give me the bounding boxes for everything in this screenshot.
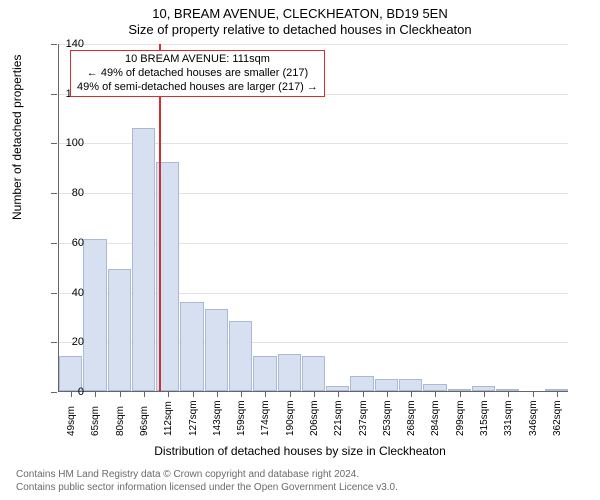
- x-tick: [411, 391, 412, 397]
- x-tick-label: 221sqm: [333, 400, 344, 436]
- y-axis-title: Number of detached properties: [10, 55, 24, 220]
- x-tick: [338, 391, 339, 397]
- x-tick: [168, 391, 169, 397]
- x-tick-label: 159sqm: [236, 400, 247, 436]
- y-tick-label: 140: [50, 38, 84, 50]
- histogram-bar: [132, 128, 155, 391]
- x-axis-title: Distribution of detached houses by size …: [0, 444, 600, 458]
- y-tick-label: 80: [50, 187, 84, 199]
- histogram-bar: [350, 376, 373, 391]
- x-tick-label: 299sqm: [455, 400, 466, 436]
- x-tick: [508, 391, 509, 397]
- histogram-bar: [302, 356, 325, 391]
- x-tick: [265, 391, 266, 397]
- histogram-bar: [229, 321, 252, 391]
- histogram-bar: [180, 302, 203, 391]
- y-tick-label: 100: [50, 137, 84, 149]
- x-tick: [363, 391, 364, 397]
- x-tick: [533, 391, 534, 397]
- x-tick-label: 206sqm: [309, 400, 320, 436]
- y-tick-label: 20: [50, 336, 84, 348]
- x-tick-label: 174sqm: [260, 400, 271, 436]
- x-tick-label: 237sqm: [358, 400, 369, 436]
- y-tick-label: 40: [50, 287, 84, 299]
- histogram-bar: [399, 379, 422, 391]
- x-tick: [193, 391, 194, 397]
- y-tick-label: 60: [50, 237, 84, 249]
- x-tick-label: 65sqm: [90, 406, 101, 436]
- x-tick-label: 80sqm: [115, 406, 126, 436]
- x-tick: [484, 391, 485, 397]
- y-tick-label: 0: [50, 386, 84, 398]
- callout-box: 10 BREAM AVENUE: 111sqm← 49% of detached…: [70, 50, 325, 97]
- footer-line1: Contains HM Land Registry data © Crown c…: [16, 468, 398, 481]
- x-tick: [95, 391, 96, 397]
- x-tick: [120, 391, 121, 397]
- x-tick: [557, 391, 558, 397]
- histogram-bar: [253, 356, 276, 391]
- x-tick-label: 143sqm: [212, 400, 223, 436]
- callout-line2: ← 49% of detached houses are smaller (21…: [77, 67, 318, 81]
- histogram-bar: [108, 269, 131, 391]
- callout-line3: 49% of semi-detached houses are larger (…: [77, 81, 318, 95]
- x-tick: [217, 391, 218, 397]
- x-tick-label: 112sqm: [163, 401, 174, 436]
- x-tick: [387, 391, 388, 397]
- footer-line2: Contains public sector information licen…: [16, 481, 398, 494]
- histogram-bar: [423, 384, 446, 391]
- x-tick-label: 190sqm: [285, 400, 296, 436]
- x-tick-label: 315sqm: [479, 400, 490, 436]
- gridline: [59, 44, 568, 45]
- x-tick: [290, 391, 291, 397]
- x-tick: [144, 391, 145, 397]
- x-tick-label: 96sqm: [139, 406, 150, 436]
- x-tick: [435, 391, 436, 397]
- callout-line1: 10 BREAM AVENUE: 111sqm: [77, 53, 318, 67]
- histogram-bar: [205, 309, 228, 391]
- x-tick-label: 284sqm: [430, 400, 441, 436]
- x-tick: [314, 391, 315, 397]
- chart-title-line1: 10, BREAM AVENUE, CLECKHEATON, BD19 5EN: [0, 6, 600, 22]
- x-tick-label: 127sqm: [188, 400, 199, 436]
- histogram-bar: [375, 379, 398, 391]
- x-tick-label: 253sqm: [382, 400, 393, 436]
- x-tick-label: 362sqm: [552, 400, 563, 436]
- chart-title-block: 10, BREAM AVENUE, CLECKHEATON, BD19 5EN …: [0, 0, 600, 39]
- histogram-bar: [278, 354, 301, 391]
- x-tick-label: 49sqm: [66, 406, 77, 436]
- footer-attribution: Contains HM Land Registry data © Crown c…: [16, 468, 398, 494]
- x-tick: [460, 391, 461, 397]
- chart-title-line2: Size of property relative to detached ho…: [0, 22, 600, 38]
- histogram-bar: [83, 239, 106, 391]
- x-tick-label: 331sqm: [503, 400, 514, 436]
- x-tick-label: 268sqm: [406, 400, 417, 436]
- x-tick: [241, 391, 242, 397]
- x-tick-label: 346sqm: [528, 400, 539, 436]
